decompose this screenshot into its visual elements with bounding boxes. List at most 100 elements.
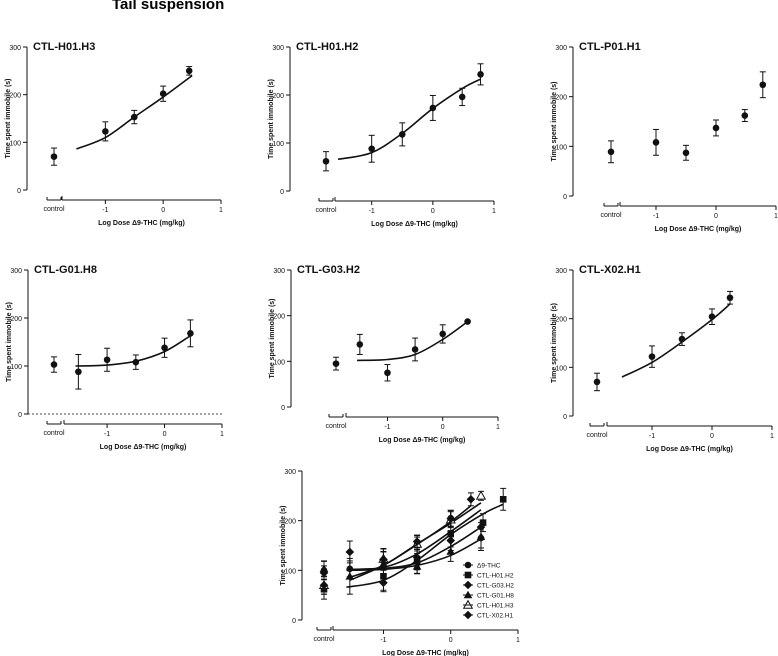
y-tick-label-0: 0	[17, 188, 21, 195]
figure-title: Tail suspension	[112, 0, 225, 13]
x-axis-label: Log Dose Δ9-THC (mg/kg)	[98, 220, 185, 227]
panel-title: CTL-G01.H8	[34, 264, 97, 276]
chart-panel-1: 0 100 200 300 Time spent immobile (s) control…	[268, 41, 496, 228]
control-label: control	[600, 212, 621, 219]
chart-panel-2: 0 100 200 300 Time spent immobile (s) control…	[551, 41, 778, 233]
y-tick-label-3: 300	[555, 45, 567, 52]
y-tick-label-2: 200	[555, 317, 567, 324]
series-0-point-0	[356, 341, 364, 348]
y-tick-label-3: 300	[284, 469, 296, 476]
legend-label-3: CTL-G01.H8	[477, 593, 514, 600]
x-tick-label-2: 1	[492, 208, 496, 215]
panel-title: CTL-G03.H2	[297, 264, 360, 276]
x-tick-label-1: 0	[710, 433, 714, 440]
chart-panel-4: 0 100 200 300 Time spent immobile (s) control…	[269, 264, 500, 444]
series-3-point-2	[412, 562, 422, 570]
y-tick-label-3: 300	[9, 45, 21, 52]
y-tick-label-0: 0	[563, 414, 567, 421]
x-axis-label: Log Dose Δ9-THC (mg/kg)	[646, 446, 733, 453]
series-2-point-3	[446, 536, 456, 545]
x-tick-label-1: 0	[714, 213, 718, 220]
y-tick-label-2: 200	[272, 93, 284, 100]
x-tick-label-1: 0	[449, 637, 453, 644]
series-0-point-2	[708, 313, 716, 321]
series-0-point-3	[726, 294, 734, 302]
series-0-point-0	[368, 145, 375, 153]
series-2-point-0	[345, 547, 355, 557]
series-2-point-1	[379, 578, 388, 588]
y-tick-label-1: 100	[10, 364, 22, 371]
series-3-control-point	[319, 564, 329, 573]
series-0-point-0	[75, 368, 82, 376]
series-0-point-1	[130, 113, 138, 121]
y-tick-label-3: 300	[10, 268, 22, 275]
y-tick-label-2: 200	[10, 316, 22, 323]
series-0-point-4	[187, 330, 194, 337]
x-tick-label-0: -1	[380, 637, 386, 644]
series-0-point-4	[477, 71, 484, 78]
y-tick-label-0: 0	[563, 194, 567, 201]
y-tick-label-0: 0	[280, 189, 284, 196]
series-0-point-1	[678, 335, 686, 343]
series-0-control-point	[332, 360, 340, 367]
series-5-control-point	[319, 580, 329, 590]
y-tick-label-3: 300	[272, 45, 284, 52]
series-5-point-3	[466, 495, 476, 504]
y-tick-label-1: 100	[273, 359, 285, 366]
y-tick-label-0: 0	[281, 405, 285, 412]
series-0-point-3	[161, 344, 168, 352]
control-label: control	[43, 206, 64, 213]
y-tick-label-0: 0	[18, 412, 22, 419]
y-axis-label: Time spent immobile (s)	[6, 302, 13, 382]
chart-panel-6: 0 100 200 300 Time spent immobile (s) control…	[280, 469, 520, 656]
panel-title: CTL-X02.H1	[579, 264, 641, 276]
x-axis-label: Log Dose Δ9-THC (mg/kg)	[371, 221, 458, 228]
series-0-control-point	[322, 157, 330, 165]
y-tick-label-1: 100	[272, 141, 284, 148]
control-label: control	[315, 207, 336, 214]
series-0-control-point	[593, 378, 601, 386]
chart-panel-5: 0 100 200 300 Time spent immobile (s) control…	[551, 264, 774, 453]
x-tick-label-2: 1	[516, 637, 520, 644]
x-tick-label-2: 1	[220, 431, 224, 438]
series-0-point-1	[682, 149, 690, 157]
control-label: control	[313, 636, 334, 643]
chart-panel-0: 0 100 200 300 Time spent immobile (s) control…	[5, 41, 223, 227]
y-tick-label-1: 100	[284, 568, 296, 575]
series-0-point-3	[439, 330, 447, 338]
series-0-point-4	[464, 318, 471, 325]
series-0-point-2	[712, 124, 720, 132]
x-tick-label-2: 1	[774, 213, 778, 220]
x-tick-label-1: 0	[431, 208, 435, 215]
x-tick-label-0: -1	[104, 431, 110, 438]
series-4-point-3	[475, 490, 487, 500]
y-axis-label: Time spent immobile (s)	[280, 506, 287, 586]
series-0-control-point	[50, 153, 58, 160]
x-tick-label-0: -1	[649, 433, 655, 440]
x-axis-label: Log Dose Δ9-THC (mg/kg)	[100, 444, 187, 451]
x-tick-label-2: 1	[770, 433, 774, 440]
y-axis-label: Time spent immobile (s)	[551, 303, 558, 383]
series-0-point-1	[398, 131, 406, 138]
control-label: control	[586, 432, 607, 439]
x-tick-label-0: -1	[384, 424, 390, 431]
x-tick-label-2: 1	[219, 207, 223, 214]
x-axis-label: Log Dose Δ9-THC (mg/kg)	[382, 650, 469, 656]
legend-label-2: CTL-G03.H2	[477, 583, 514, 590]
y-axis-label: Time spent immobile (s)	[551, 82, 558, 162]
chart-panel-3: 0 100 200 300 Time spent immobile (s) control…	[6, 264, 224, 451]
series-1-fit-curve	[346, 503, 504, 589]
y-tick-label-2: 200	[555, 95, 567, 102]
series-5-point-0	[379, 555, 388, 564]
y-tick-label-2: 200	[284, 519, 296, 526]
series-0-point-3	[185, 67, 193, 75]
series-0-point-2	[159, 90, 167, 98]
y-tick-label-3: 300	[555, 268, 567, 275]
x-tick-label-1: 0	[163, 431, 167, 438]
series-1-point-4	[499, 496, 507, 503]
x-tick-label-0: -1	[653, 213, 659, 220]
series-3-fit-curve	[346, 538, 482, 572]
control-label: control	[43, 430, 64, 437]
series-0-fit-curve	[357, 320, 469, 362]
series-3-point-3	[446, 547, 456, 555]
